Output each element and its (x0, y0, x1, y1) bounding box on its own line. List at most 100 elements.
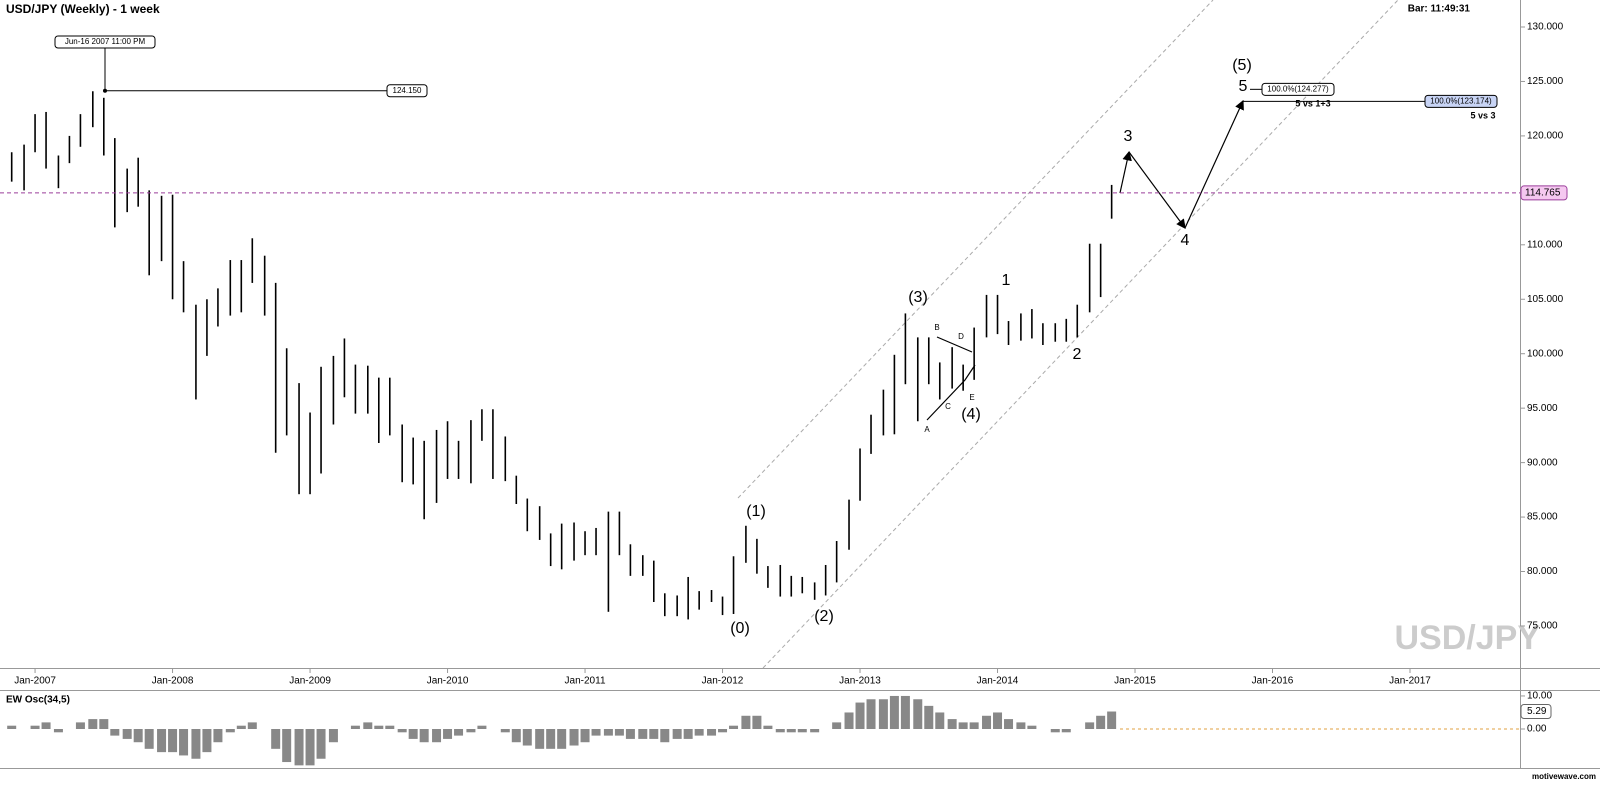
osc-bar (707, 729, 717, 736)
wave-label: (5) (1232, 57, 1252, 74)
target-box (1261, 82, 1335, 96)
osc-bar (122, 729, 132, 739)
osc-bar (88, 719, 98, 729)
target-note: 5 vs 1+3 (1295, 99, 1330, 109)
osc-bar (775, 729, 785, 733)
y-tick-label: 0.00 (1527, 724, 1547, 735)
osc-bar (786, 729, 796, 733)
osc-bar (454, 729, 464, 736)
osc-bar (1096, 715, 1106, 729)
osc-bar (30, 725, 40, 729)
osc-bar (1050, 729, 1060, 733)
osc-bar (271, 729, 281, 749)
osc-bar (397, 729, 407, 733)
y-tick-label: 90.000 (1527, 457, 1558, 468)
osc-bar (328, 729, 338, 743)
osc-bar (236, 725, 246, 729)
osc-bar (889, 695, 899, 729)
osc-last-box (1520, 704, 1552, 720)
osc-bar (41, 722, 51, 729)
osc-bar (350, 725, 360, 729)
y-tick-label: 125.000 (1527, 76, 1564, 87)
y-tick-label: 10.00 (1527, 691, 1552, 702)
wave-label: (2) (814, 608, 834, 625)
osc-bar (316, 729, 326, 759)
osc-bar (683, 729, 693, 739)
osc-bar (947, 719, 957, 729)
y-tick-label: 130.000 (1527, 22, 1564, 33)
target-label: 100.0%(123.174) (1430, 96, 1492, 105)
x-tick-label: Jan-2009 (289, 676, 331, 687)
osc-bar (1107, 711, 1117, 729)
osc-bar (900, 695, 910, 729)
wave-label: B (934, 323, 939, 332)
osc-bar (191, 729, 201, 759)
channel (737, 0, 1399, 669)
frame (0, 0, 1600, 769)
osc-bar (294, 729, 304, 766)
high-marker-label: 124.150 (393, 86, 422, 95)
osc-bar (144, 729, 154, 749)
osc-bar (982, 715, 992, 729)
wave-label: E (969, 393, 974, 402)
osc-bar (844, 712, 854, 729)
osc-bar (729, 725, 739, 729)
high-marker-dot (103, 88, 107, 93)
y-tick-label: 110.000 (1527, 239, 1563, 250)
footer: motivewave.com (1532, 772, 1596, 781)
osc-bar (213, 729, 223, 743)
osc-bar (500, 729, 510, 733)
osc-bar (408, 729, 418, 739)
last-price-label: 114.765 (1525, 188, 1561, 199)
osc-bar (591, 729, 601, 736)
wave-label: 3 (1124, 128, 1133, 145)
osc-bar (363, 722, 373, 729)
x-tick-label: Jan-2007 (14, 676, 56, 687)
y-tick-label: 120.000 (1527, 131, 1564, 142)
osc-bar (374, 725, 384, 729)
osc-bar (168, 729, 178, 753)
osc-bar (53, 729, 63, 733)
osc-bar (832, 722, 842, 729)
y-tick-label: 75.000 (1527, 621, 1558, 632)
wave-label: A (924, 425, 930, 434)
osc-bar (763, 725, 773, 729)
osc-bar (282, 729, 292, 763)
wave-label: C (945, 402, 951, 411)
osc-bar (810, 729, 820, 733)
projection (926, 99, 1244, 421)
high-marker-box (386, 84, 428, 98)
osc-bar (75, 722, 85, 729)
y-tick-label: 80.000 (1527, 566, 1558, 577)
y-tick-label: 95.000 (1527, 403, 1558, 414)
osc-bar (969, 722, 979, 729)
osc-bar (546, 729, 556, 749)
osc-bar (305, 729, 315, 766)
osc-bar (878, 699, 888, 729)
osc-bar (855, 702, 865, 729)
osc-bar (924, 705, 934, 729)
wave-label: 1 (1002, 272, 1011, 289)
chart-title: USD/JPY (Weekly) - 1 week (6, 2, 160, 16)
x-tick-label: Jan-2011 (565, 676, 606, 687)
osc-last-label: 5.29 (1527, 706, 1547, 717)
osc-bar (432, 729, 442, 743)
last-price-box (1520, 185, 1568, 201)
osc-bar (7, 725, 17, 729)
x-tick-label: Jan-2016 (1252, 676, 1294, 687)
wave-label: (0) (730, 620, 750, 637)
x-tick-label: Jan-2012 (702, 676, 744, 687)
x-tick-label: Jan-2010 (427, 676, 469, 687)
osc-bar (225, 729, 235, 733)
osc-bar (419, 729, 429, 743)
osc-bar (1004, 719, 1014, 729)
osc-bar (614, 729, 624, 736)
osc-bar (466, 729, 476, 733)
osc-bar (741, 715, 751, 729)
y-tick-label: 105.000 (1527, 294, 1564, 305)
target-label: 100.0%(124.277) (1267, 84, 1329, 93)
osc-bar (672, 729, 682, 739)
osc-bar (110, 729, 120, 736)
osc-bar (157, 729, 167, 753)
osc-bar (603, 729, 613, 736)
